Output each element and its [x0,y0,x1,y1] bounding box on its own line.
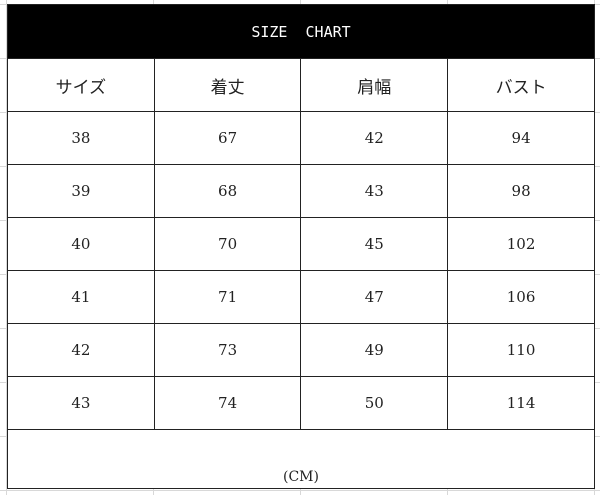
cell-bust: 102 [447,217,595,271]
cell-length: 67 [153,111,302,165]
header-shoulder: 肩幅 [300,58,449,112]
cell-length: 68 [153,164,302,218]
table-row: 41 71 47 106 [7,270,595,324]
cell-shoulder: 45 [300,217,449,271]
header-row: サイズ 着丈 肩幅 バスト [7,58,595,112]
table-row: 38 67 42 94 [7,111,595,165]
cell-bust: 110 [447,323,595,377]
table-row: 39 68 43 98 [7,164,595,218]
cell-length: 70 [153,217,302,271]
cell-shoulder: 47 [300,270,449,324]
footer-row: (CM) [7,429,595,489]
cell-shoulder: 49 [300,323,449,377]
cell-bust: 106 [447,270,595,324]
cell-size: 38 [7,111,155,165]
title-row: SIZE CHART [7,4,595,59]
cell-size: 43 [7,376,155,430]
cell-size: 40 [7,217,155,271]
cell-bust: 98 [447,164,595,218]
cell-bust: 94 [447,111,595,165]
cell-length: 73 [153,323,302,377]
table-row: 42 73 49 110 [7,323,595,377]
cell-size: 39 [7,164,155,218]
unit-label: (CM) [7,429,595,489]
table-row: 43 74 50 114 [7,376,595,430]
table-title: SIZE CHART [7,4,595,59]
cell-bust: 114 [447,376,595,430]
cell-length: 74 [153,376,302,430]
cell-size: 42 [7,323,155,377]
size-chart-table: SIZE CHART サイズ 着丈 肩幅 バスト 38 67 42 94 39 68 43 9… [7,4,595,489]
cell-size: 41 [7,270,155,324]
cell-length: 71 [153,270,302,324]
header-length: 着丈 [153,58,302,112]
table-row: 40 70 45 102 [7,217,595,271]
cell-shoulder: 42 [300,111,449,165]
header-size: サイズ [7,58,155,112]
header-bust: バスト [447,58,595,112]
cell-shoulder: 50 [300,376,449,430]
cell-shoulder: 43 [300,164,449,218]
